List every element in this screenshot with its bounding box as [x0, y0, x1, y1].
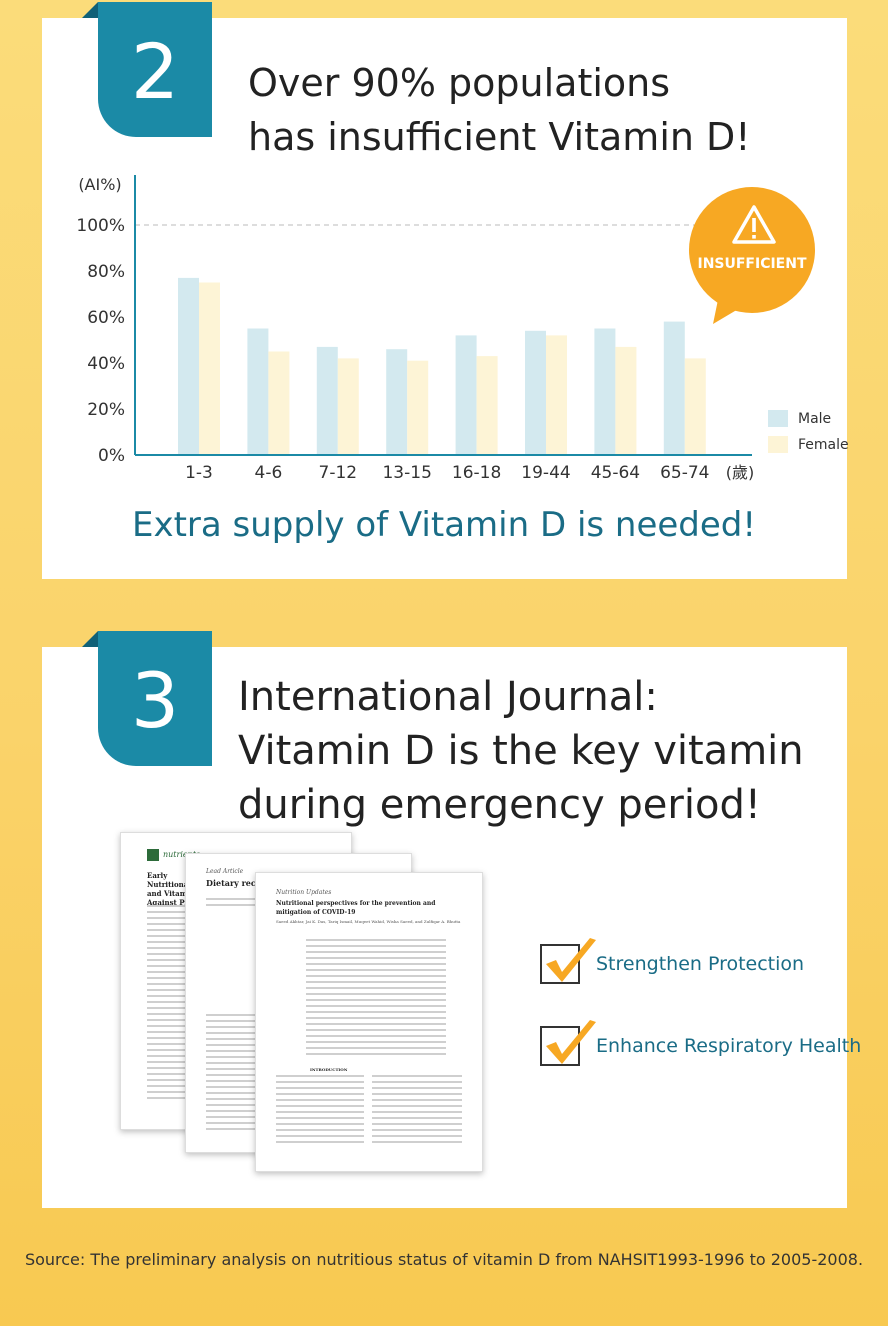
bar-male [455, 335, 477, 455]
checkmark-icon [546, 1020, 596, 1064]
y-tick-label: 20% [87, 400, 125, 420]
journal-brand: nutrients [163, 850, 201, 859]
journal-logo [147, 849, 159, 861]
legend-label: Male [798, 410, 832, 427]
y-tick-label: 40% [87, 354, 125, 374]
y-tick-label: 60% [87, 308, 125, 328]
x-tick-label: 13-15 [382, 463, 431, 483]
legend-label: Female [798, 436, 849, 453]
legend-item-male: Male [768, 410, 831, 427]
section-number-badge: 2 [82, 2, 212, 137]
paper-title: Dietary recommen [206, 878, 289, 888]
section-heading: International Journal: Vitamin D is the … [238, 670, 804, 832]
x-tick-label: 19-44 [521, 463, 570, 483]
bar-female [546, 335, 567, 455]
legend-swatch-male [768, 410, 788, 427]
bar-female [615, 346, 637, 455]
source-note: Source: The preliminary analysis on nutr… [24, 1250, 864, 1269]
paper-title: Nutritional perspectives for the prevent… [276, 900, 436, 916]
bar-female [476, 356, 498, 455]
paper-authors: Saeed Akhtar, Jai K. Das, Tariq Ismail, … [276, 919, 461, 924]
heading-line: International Journal: [238, 674, 658, 720]
checkbox-icon [540, 938, 596, 984]
callout-label: INSUFFICIENT [697, 256, 806, 272]
heading-line: during emergency period! [238, 782, 761, 828]
heading-line: Vitamin D is the key vitamin [238, 728, 804, 774]
bar-male [594, 328, 616, 455]
benefit-item: Enhance Respiratory Health [540, 1020, 862, 1066]
x-axis-unit: (歲) [726, 463, 755, 482]
x-tick-label: 1-3 [185, 463, 213, 483]
x-tick-label: 45-64 [591, 463, 640, 483]
x-tick-label: 4-6 [255, 463, 283, 483]
heading-line: has insufficient Vitamin D! [248, 115, 751, 159]
bar-female [407, 360, 429, 455]
x-tick-label: 7-12 [319, 463, 358, 483]
bar-female [268, 351, 290, 455]
bar-male [316, 346, 338, 455]
bar-male [178, 277, 199, 455]
insufficient-callout: INSUFFICIENT [689, 187, 815, 324]
x-tick-label: 16-18 [452, 463, 501, 483]
y-tick-label: 100% [76, 216, 125, 236]
paper-section-heading: INTRODUCTION [310, 1067, 348, 1072]
paper-title: Early Nutritional and Vitamin Against Pr… [147, 871, 198, 907]
bar-female [199, 282, 220, 455]
benefit-item: Strengthen Protection [540, 938, 805, 984]
legend-swatch-female [768, 436, 788, 453]
bar-male [525, 330, 546, 455]
bar-male [663, 321, 685, 455]
bar-male [386, 349, 408, 455]
benefit-label: Enhance Respiratory Health [596, 1035, 862, 1057]
y-tick-label: 80% [87, 262, 125, 282]
bar-male [247, 328, 269, 455]
bar-female [337, 358, 359, 455]
section-number-badge: 3 [82, 631, 212, 766]
paper-label: Lead Article [206, 868, 244, 875]
warning-icon [732, 205, 776, 244]
bar-female [684, 358, 706, 455]
y-axis-label: (AI%) [78, 175, 121, 194]
checkbox-icon [540, 1020, 596, 1066]
benefit-label: Strengthen Protection [596, 953, 805, 975]
checkmark-icon [546, 938, 596, 982]
paper-label: Nutrition Updates [276, 889, 332, 896]
heading-line: Over 90% populations [248, 61, 671, 105]
section-heading: Over 90% populations has insufficient Vi… [248, 56, 751, 164]
cta-text: Extra supply of Vitamin D is needed! [131, 505, 757, 545]
x-tick-label: 65-74 [660, 463, 709, 483]
legend-item-female: Female [768, 436, 849, 453]
vitamin-d-bar-chart: (AI%) 0% 20% 40% 60% 80% 100% 1-3 4-6 7-12 13-15… [76, 175, 815, 483]
y-tick-label: 0% [98, 446, 125, 466]
journal-paper-image: Nutrition Updates Nutritional perspectiv… [255, 872, 483, 1172]
